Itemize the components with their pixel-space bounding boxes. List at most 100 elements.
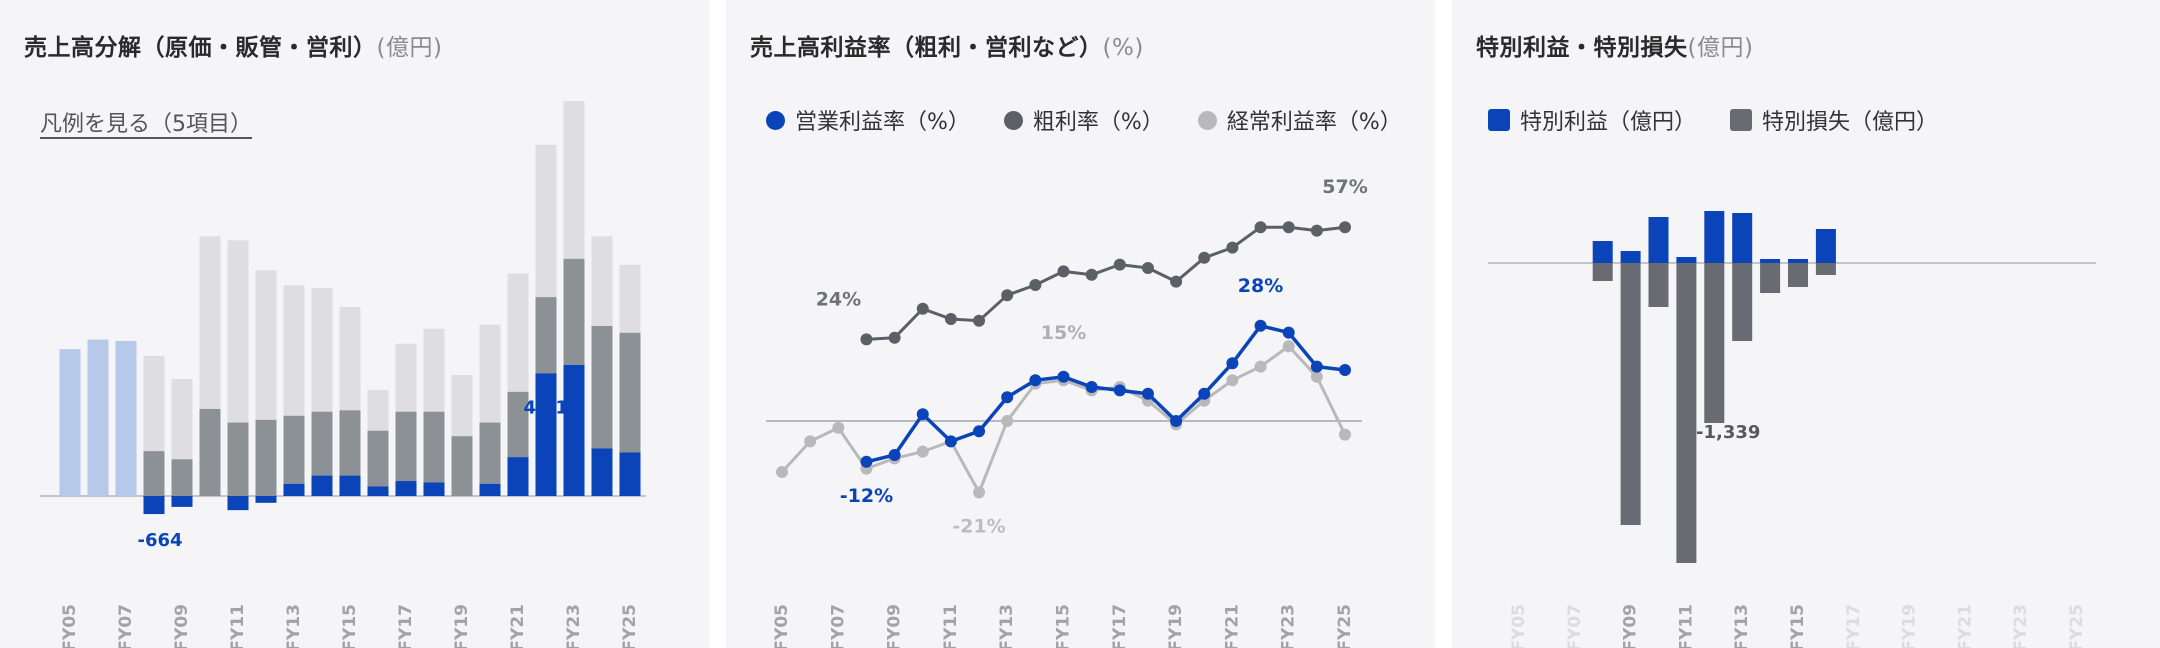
legend-label: 特別損失（億円） xyxy=(1762,110,1939,135)
profit-margin-title: 売上高利益率（粗利・営利など）(%) xyxy=(750,35,1144,61)
ordinary-margin-swatch xyxy=(1197,110,1217,130)
legend-item-special-loss[interactable]: 特別損失（億円） xyxy=(1730,104,1938,136)
data-point xyxy=(1226,241,1239,254)
cogs-bar xyxy=(339,410,361,476)
data-point xyxy=(1226,357,1239,370)
data-point xyxy=(973,425,986,438)
cogs-bar xyxy=(507,391,529,458)
sga-bar xyxy=(311,287,333,412)
revenue-breakdown-chart: -664 4,512 FY05 FY07 FY09 FY11 FY13 FY15 FY17 FY1… xyxy=(40,101,646,648)
data-point xyxy=(832,421,845,434)
operating-profit-bar xyxy=(395,481,417,496)
unit-label: (%) xyxy=(1102,35,1144,61)
sga-bar xyxy=(451,374,473,437)
data-point xyxy=(1085,381,1098,393)
data-point xyxy=(1113,258,1126,271)
x-tick-label: FY25 xyxy=(620,604,640,648)
data-point xyxy=(1339,364,1351,376)
show-legend-link[interactable]: 凡例を見る（5項目） xyxy=(40,112,252,137)
special-loss-bar xyxy=(1815,263,1836,275)
cogs-bar xyxy=(591,326,613,449)
data-point xyxy=(1029,374,1042,387)
operating-profit-bar xyxy=(311,475,333,496)
operating-profit-bar xyxy=(535,373,557,496)
sga-bar xyxy=(563,101,585,259)
data-point xyxy=(1310,370,1323,383)
data-point xyxy=(1113,384,1126,397)
operating-profit-bar xyxy=(283,483,305,496)
operating-profit-bar xyxy=(507,457,529,496)
data-point xyxy=(1310,360,1323,373)
operating-profit-bar xyxy=(479,483,501,496)
legend-item-ordinary-margin[interactable]: 経常利益率（%） xyxy=(1197,104,1402,136)
cogs-bar xyxy=(563,258,585,365)
x-tick-label: FY11 xyxy=(1676,604,1696,648)
cogs-bar xyxy=(535,297,557,374)
data-point xyxy=(804,435,817,448)
data-point xyxy=(1254,319,1267,332)
special-loss-bar xyxy=(1760,263,1781,293)
x-tick-label: FY13 xyxy=(997,604,1017,648)
data-point xyxy=(1282,326,1295,339)
x-tick-label: FY15 xyxy=(1788,604,1808,648)
data-point xyxy=(1310,224,1323,237)
data-point xyxy=(1170,275,1183,288)
special-gain-bar xyxy=(1788,259,1808,263)
operating-profit-bar xyxy=(619,452,641,496)
series-line xyxy=(866,324,1346,464)
x-tick-label: FY25 xyxy=(2067,604,2087,648)
data-point xyxy=(1141,387,1154,400)
gross-margin-swatch xyxy=(1003,110,1023,130)
unit-label: (億円) xyxy=(376,35,443,61)
special-gain-bar xyxy=(1676,257,1697,263)
sga-bar xyxy=(199,236,221,409)
legend-label: 特別利益（億円） xyxy=(1520,110,1697,135)
data-point xyxy=(776,466,788,478)
legend-item-gross-margin[interactable]: 粗利率（%） xyxy=(1003,104,1164,136)
data-point xyxy=(1141,262,1154,274)
x-tick-label: FY09 xyxy=(885,604,905,648)
legend: 営業利益率（%） 粗利率（%） 経常利益率（%） xyxy=(766,104,1402,136)
x-tick-label: FY07 xyxy=(1565,604,1585,648)
legend-item-special-gain[interactable]: 特別利益（億円） xyxy=(1488,104,1696,136)
data-point xyxy=(1001,415,1014,427)
special-gain-bar xyxy=(1648,217,1669,263)
sga-bar xyxy=(255,270,277,420)
sga-bar xyxy=(423,328,445,412)
data-point xyxy=(888,331,901,344)
profit-margin-chart: 24% -12% -21% 15% 28% 57% FY05 FY07 FY09 FY11 FY13… xyxy=(766,176,1368,648)
special-items-panel: 特別利益・特別損失(億円) 特別利益（億円） 特別損失（億円） -1,339 FY… xyxy=(1452,0,2160,648)
legend-item-operating-margin[interactable]: 営業利益率（%） xyxy=(766,104,970,136)
data-point xyxy=(973,486,986,499)
special-loss-bar xyxy=(1732,263,1753,341)
special-gain-swatch xyxy=(1488,109,1510,131)
special-loss-bar xyxy=(1592,263,1613,281)
data-point xyxy=(1282,221,1295,234)
special-loss-bar xyxy=(1676,263,1697,563)
data-point xyxy=(1057,265,1070,278)
sga-bar xyxy=(283,285,305,416)
legend: 特別利益（億円） 特別損失（億円） xyxy=(1488,104,1938,136)
operating-profit-bar xyxy=(255,496,277,503)
data-point xyxy=(860,333,873,346)
cogs-bar xyxy=(395,411,417,482)
data-label: 15% xyxy=(1041,322,1086,344)
special-gain-bar xyxy=(1732,213,1753,263)
data-point xyxy=(1085,268,1098,281)
x-tick-label: FY23 xyxy=(2011,604,2031,648)
revenue-bar xyxy=(59,349,81,496)
cogs-bar xyxy=(311,411,333,476)
unit-label: (億円) xyxy=(1687,35,1754,61)
data-point xyxy=(860,455,873,468)
revenue-breakdown-title: 売上高分解（原価・販管・営利）(億円) xyxy=(24,35,443,61)
data-point xyxy=(1057,370,1070,383)
special-gain-bar xyxy=(1704,211,1725,263)
profit-margin-panel: 売上高利益率（粗利・営利など）(%) 営業利益率（%） 粗利率（%） 経常利益率… xyxy=(726,0,1435,648)
special-loss-bar xyxy=(1788,263,1808,287)
sga-bar xyxy=(395,343,417,412)
x-tick-label: FY19 xyxy=(1900,604,1920,648)
operating-profit-bar xyxy=(227,496,249,511)
data-label: 4,512 xyxy=(524,397,581,418)
x-tick-label: FY09 xyxy=(1621,604,1641,648)
x-tick-label: FY05 xyxy=(60,604,80,648)
